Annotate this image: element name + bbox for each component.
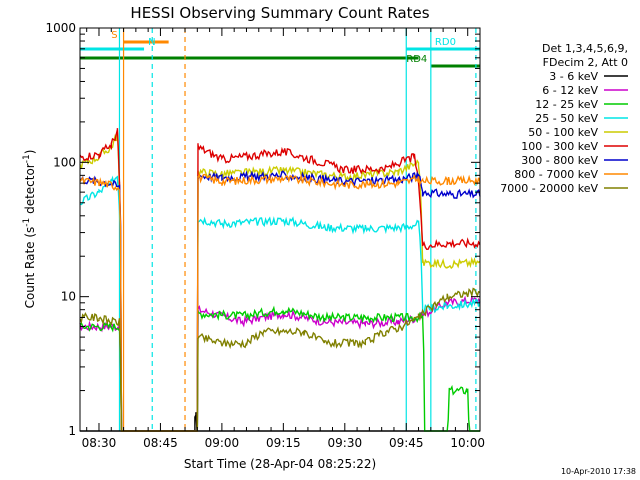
flag-label-n: N [148, 37, 155, 48]
x-tick-label-09-15: 09:15 [266, 436, 301, 450]
x-tick-label-08-45: 08:45 [143, 436, 178, 450]
x-axis: 08:30 08:45 09:00 09:15 09:30 09:45 10:00 [82, 28, 485, 450]
legend-label-3-6-kev: 3 - 6 keV [549, 70, 598, 83]
legend-label-800-7000-kev: 800 - 7000 keV [514, 168, 598, 181]
legend-label-7000-20000-kev: 7000 - 20000 keV [500, 182, 598, 195]
chart-title: HESSI Observing Summary Count Rates [130, 4, 429, 22]
x-tick-label-08-30: 08:30 [82, 436, 117, 450]
series-800-7000-kev [79, 173, 481, 432]
series-3-6-kev [80, 412, 480, 432]
x-tick-label-09-00: 09:00 [205, 436, 240, 450]
flag-label-rd0: RD0 [435, 37, 456, 48]
y-tick-label-100: 100 [53, 155, 76, 169]
series-7000-20000-kev [79, 287, 481, 432]
legend-header-line-2: FDecim 2, Att 0 [543, 56, 628, 69]
legend-label-100-300-kev: 100 - 300 keV [521, 140, 598, 153]
y-tick-label-1000: 1000 [45, 21, 76, 35]
y-tick-label-10: 10 [61, 290, 76, 304]
legend-label-6-12-kev: 6 - 12 keV [542, 84, 598, 97]
legend-label-50-100-kev: 50 - 100 keV [528, 126, 598, 139]
plot-frame [79, 27, 481, 432]
series-12-25-kev [79, 305, 480, 432]
series-25-50-kev [79, 175, 481, 432]
y-axis: 1 10 100 1000 [45, 21, 480, 438]
legend: Det 1,3,4,5,6,9, FDecim 2, Att 0 3 - 6 k… [500, 42, 628, 195]
x-axis-label: Start Time (28-Apr-04 08:25:22) [184, 457, 376, 471]
data-series [79, 128, 481, 432]
legend-header-line-1: Det 1,3,4,5,6,9, [542, 42, 628, 55]
y-axis-label: Count Rate (s-1 detector-1) [22, 150, 37, 309]
flag-label-rd4: RD4 [406, 54, 427, 65]
legend-label-300-800-kev: 300 - 800 keV [521, 154, 598, 167]
legend-label-25-50-kev: 25 - 50 keV [535, 112, 598, 125]
x-tick-label-10-00: 10:00 [450, 436, 485, 450]
footer-date: 10-Apr-2010 17:38 [561, 467, 636, 476]
legend-label-12-25-kev: 12 - 25 keV [535, 98, 598, 111]
y-tick-label-1: 1 [68, 424, 76, 438]
flag-bars: S N RD0 RD4 [80, 30, 480, 68]
x-tick-label-09-30: 09:30 [328, 436, 363, 450]
flag-label-s: S [111, 30, 117, 41]
x-tick-label-09-45: 09:45 [389, 436, 424, 450]
